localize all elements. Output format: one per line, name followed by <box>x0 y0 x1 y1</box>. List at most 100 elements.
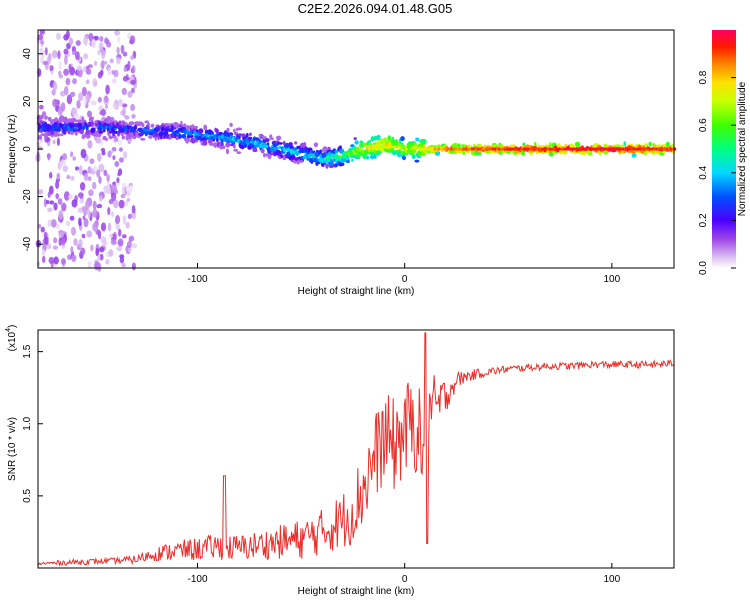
spectrogram-ridge-cell <box>225 142 231 148</box>
spectrogram-core-cell <box>576 147 579 151</box>
spectrogram-ridge-cell <box>37 135 43 139</box>
spectrogram-noise-cell <box>57 50 61 59</box>
snr-frame <box>37 329 675 569</box>
spectrogram-ridge-cell <box>118 120 122 126</box>
spectrogram-ridge-cell <box>588 150 593 156</box>
spectrogram-noise-cell <box>107 222 112 232</box>
spectrogram-core-cell <box>566 147 569 151</box>
snr-y-tick-label: 1.5 <box>22 344 33 358</box>
colorbar-tick-label: 0.4 <box>698 165 709 179</box>
snr-y-multiplier: (x104) <box>5 325 18 352</box>
spectrogram-noise-cell <box>92 181 97 190</box>
spectrogram-ridge-cell <box>106 115 111 122</box>
spectrogram-core-cell <box>423 147 426 151</box>
spectrogram-core-cell <box>607 147 610 151</box>
colorbar-label: Normalized spectral amplitude <box>737 81 748 216</box>
spectrogram-ridge-cell <box>368 139 371 143</box>
spectrogram-ridge-cell <box>342 158 347 163</box>
spectrogram-core-cell <box>578 147 581 151</box>
spectrogram-noise-cell <box>63 48 69 55</box>
spectrogram-noise-cell <box>88 176 92 182</box>
spectrogram-noise-cell <box>99 253 104 261</box>
spectrogram-ridge-cell <box>192 138 198 141</box>
spectrogram-core-cell <box>514 147 517 151</box>
spectrogram-noise-cell <box>76 100 81 109</box>
spectrogram-core-cell <box>518 147 521 151</box>
spectrogram-ridge-cell <box>254 145 260 148</box>
spectrogram-noise-cell <box>119 147 123 152</box>
spectrogram-noise-cell <box>88 189 94 197</box>
spectrogram-noise-cell <box>93 81 98 86</box>
spectrogram-noise-cell <box>120 194 126 199</box>
spectrogram-noise-cell <box>118 228 122 237</box>
spectrogram-core-cell <box>460 147 463 151</box>
spectrogram-noise-cell <box>86 230 93 238</box>
spectrogram-ridge-cell <box>150 123 155 128</box>
spectrogram-y-tick-label: 20 <box>22 95 33 107</box>
spectrogram-ridge-cell <box>416 150 422 156</box>
spectrogram-ridge-cell <box>273 151 277 157</box>
spectrogram-core-cell <box>613 147 617 151</box>
spectrogram-ridge-cell <box>276 135 282 141</box>
spectrogram-noise-cell <box>42 255 46 263</box>
spectrogram-noise-cell <box>131 65 136 74</box>
spectrogram-ridge-cell <box>302 142 307 148</box>
spectrogram-noise-cell <box>72 51 76 55</box>
spectrogram-noise-cell <box>78 92 84 102</box>
spectrogram-ridge-cell <box>148 135 152 139</box>
spectrogram-core-cell <box>433 147 436 151</box>
spectrogram-ridge-cell <box>288 142 293 146</box>
spectrogram-ridge-cell <box>280 154 284 158</box>
spectrogram-ridge-cell <box>322 146 328 152</box>
spectrogram-ridge-cell <box>282 147 286 153</box>
spectrogram-noise-cell <box>114 161 120 167</box>
spectrogram-noise-cell <box>58 70 62 76</box>
spectrogram-core-cell <box>553 147 556 151</box>
spectrogram-noise-cell <box>81 233 86 239</box>
spectrogram-core-cell <box>555 147 559 151</box>
spectrogram-noise-cell <box>103 169 108 176</box>
spectrogram-ridge-cell <box>141 122 145 128</box>
spectrogram-noise-cell <box>37 189 44 195</box>
spectrogram-noise-cell <box>40 226 45 233</box>
spectrogram-noise-cell <box>121 87 128 96</box>
spectrogram-noise-cell <box>65 30 70 39</box>
spectrogram-noise-cell <box>95 137 101 144</box>
spectrogram-noise-cell <box>98 42 104 51</box>
spectrogram-noise-cell <box>67 254 72 261</box>
spectrogram-ridge-cell <box>102 128 106 133</box>
spectrogram-noise-cell <box>117 100 124 107</box>
spectrogram-ridge-cell <box>387 135 392 141</box>
spectrogram-core-cell <box>580 147 583 151</box>
spectrogram-ridge-cell <box>255 140 259 144</box>
spectrogram-ridge-cell <box>67 125 70 131</box>
spectrogram-ridge-cell <box>325 163 329 169</box>
spectrogram-ridge-cell <box>185 125 191 131</box>
spectrogram-ridge-cell <box>198 128 204 134</box>
spectrogram-noise-cell <box>110 211 115 217</box>
spectrogram-ridge-cell <box>144 120 150 124</box>
spectrogram-noise-cell <box>97 71 103 79</box>
spectrogram-ridge-cell <box>238 133 243 137</box>
spectrogram-noise-cell <box>113 69 119 78</box>
spectrogram-noise-cell <box>47 191 51 198</box>
spectrogram-ridge-cell <box>154 131 159 138</box>
spectrogram-core-cell <box>667 147 670 151</box>
spectrogram-core-cell <box>549 147 552 151</box>
spectrogram-noise-cell <box>83 66 87 72</box>
spectrogram-noise-cell <box>68 63 72 72</box>
spectrogram-noise-cell <box>57 198 63 205</box>
spectrogram-ridge-cell <box>203 124 208 131</box>
spectrogram-noise-cell <box>117 139 122 146</box>
spectrogram-noise-cell <box>121 103 128 108</box>
spectrogram-core-cell <box>572 147 575 151</box>
spectrogram-noise-cell <box>118 157 124 163</box>
spectrogram-ridge-cell <box>454 142 458 148</box>
spectrogram-noise-cell <box>63 68 69 76</box>
spectrogram-core-cell <box>603 147 606 151</box>
spectrogram-core-cell <box>508 147 511 151</box>
spectrogram-noise-cell <box>83 53 89 60</box>
spectrogram-noise-cell <box>40 40 45 45</box>
spectrogram-core-cell <box>446 147 449 151</box>
